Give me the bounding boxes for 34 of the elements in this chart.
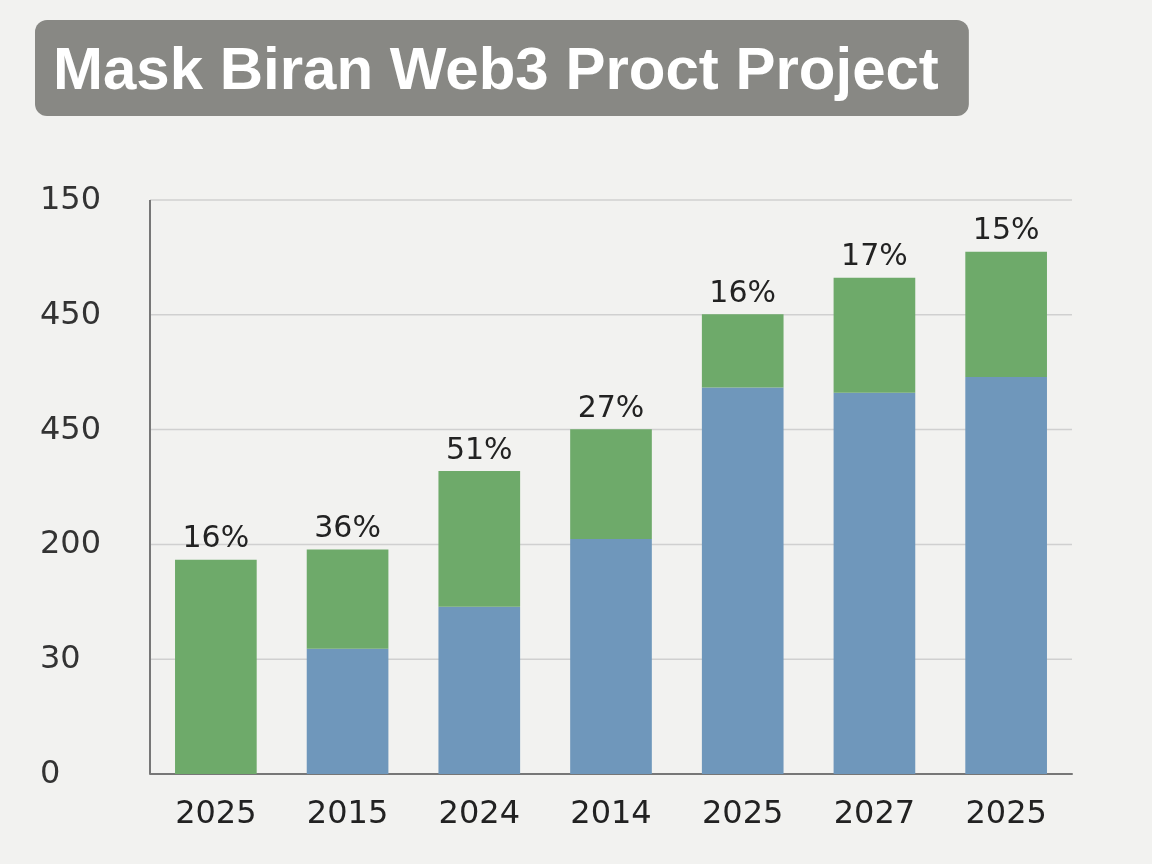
bar — [438, 606, 521, 774]
text: 450 — [40, 293, 102, 332]
text: 30 — [40, 638, 81, 677]
x-tick-label: 2024 — [438, 793, 520, 831]
x-tick-label: 2014 — [570, 793, 652, 831]
x-tick-label: 2027 — [833, 793, 916, 831]
bar — [175, 559, 257, 774]
bar — [701, 387, 784, 774]
annotation: 16% — [182, 519, 250, 555]
chart-title: Mask Biran Web3 Proct Project — [53, 34, 939, 102]
bar — [965, 251, 1047, 378]
annotation: 16% — [709, 273, 777, 309]
bar — [965, 377, 1047, 774]
bar — [570, 429, 652, 539]
bar — [306, 648, 389, 774]
x-tick-label: 2015 — [306, 793, 389, 831]
text: 0 — [40, 753, 61, 791]
bar — [438, 471, 521, 607]
text: 150 — [40, 179, 102, 217]
bar — [833, 277, 916, 393]
x-tick-label: 2025 — [702, 793, 784, 831]
text: 15% — [972, 211, 1040, 247]
text: 200 — [40, 523, 102, 562]
bar — [833, 392, 916, 774]
annotation: 36% — [314, 508, 381, 544]
text: 450 — [40, 408, 102, 447]
x-tick-label: 2025 — [175, 793, 257, 831]
bar — [701, 314, 784, 388]
annotation: 51% — [445, 430, 513, 466]
annotation: 27% — [577, 388, 645, 424]
bar — [306, 549, 389, 649]
x-tick-label: 2025 — [965, 793, 1047, 831]
annotation: 17% — [841, 237, 908, 273]
bar — [570, 538, 652, 774]
